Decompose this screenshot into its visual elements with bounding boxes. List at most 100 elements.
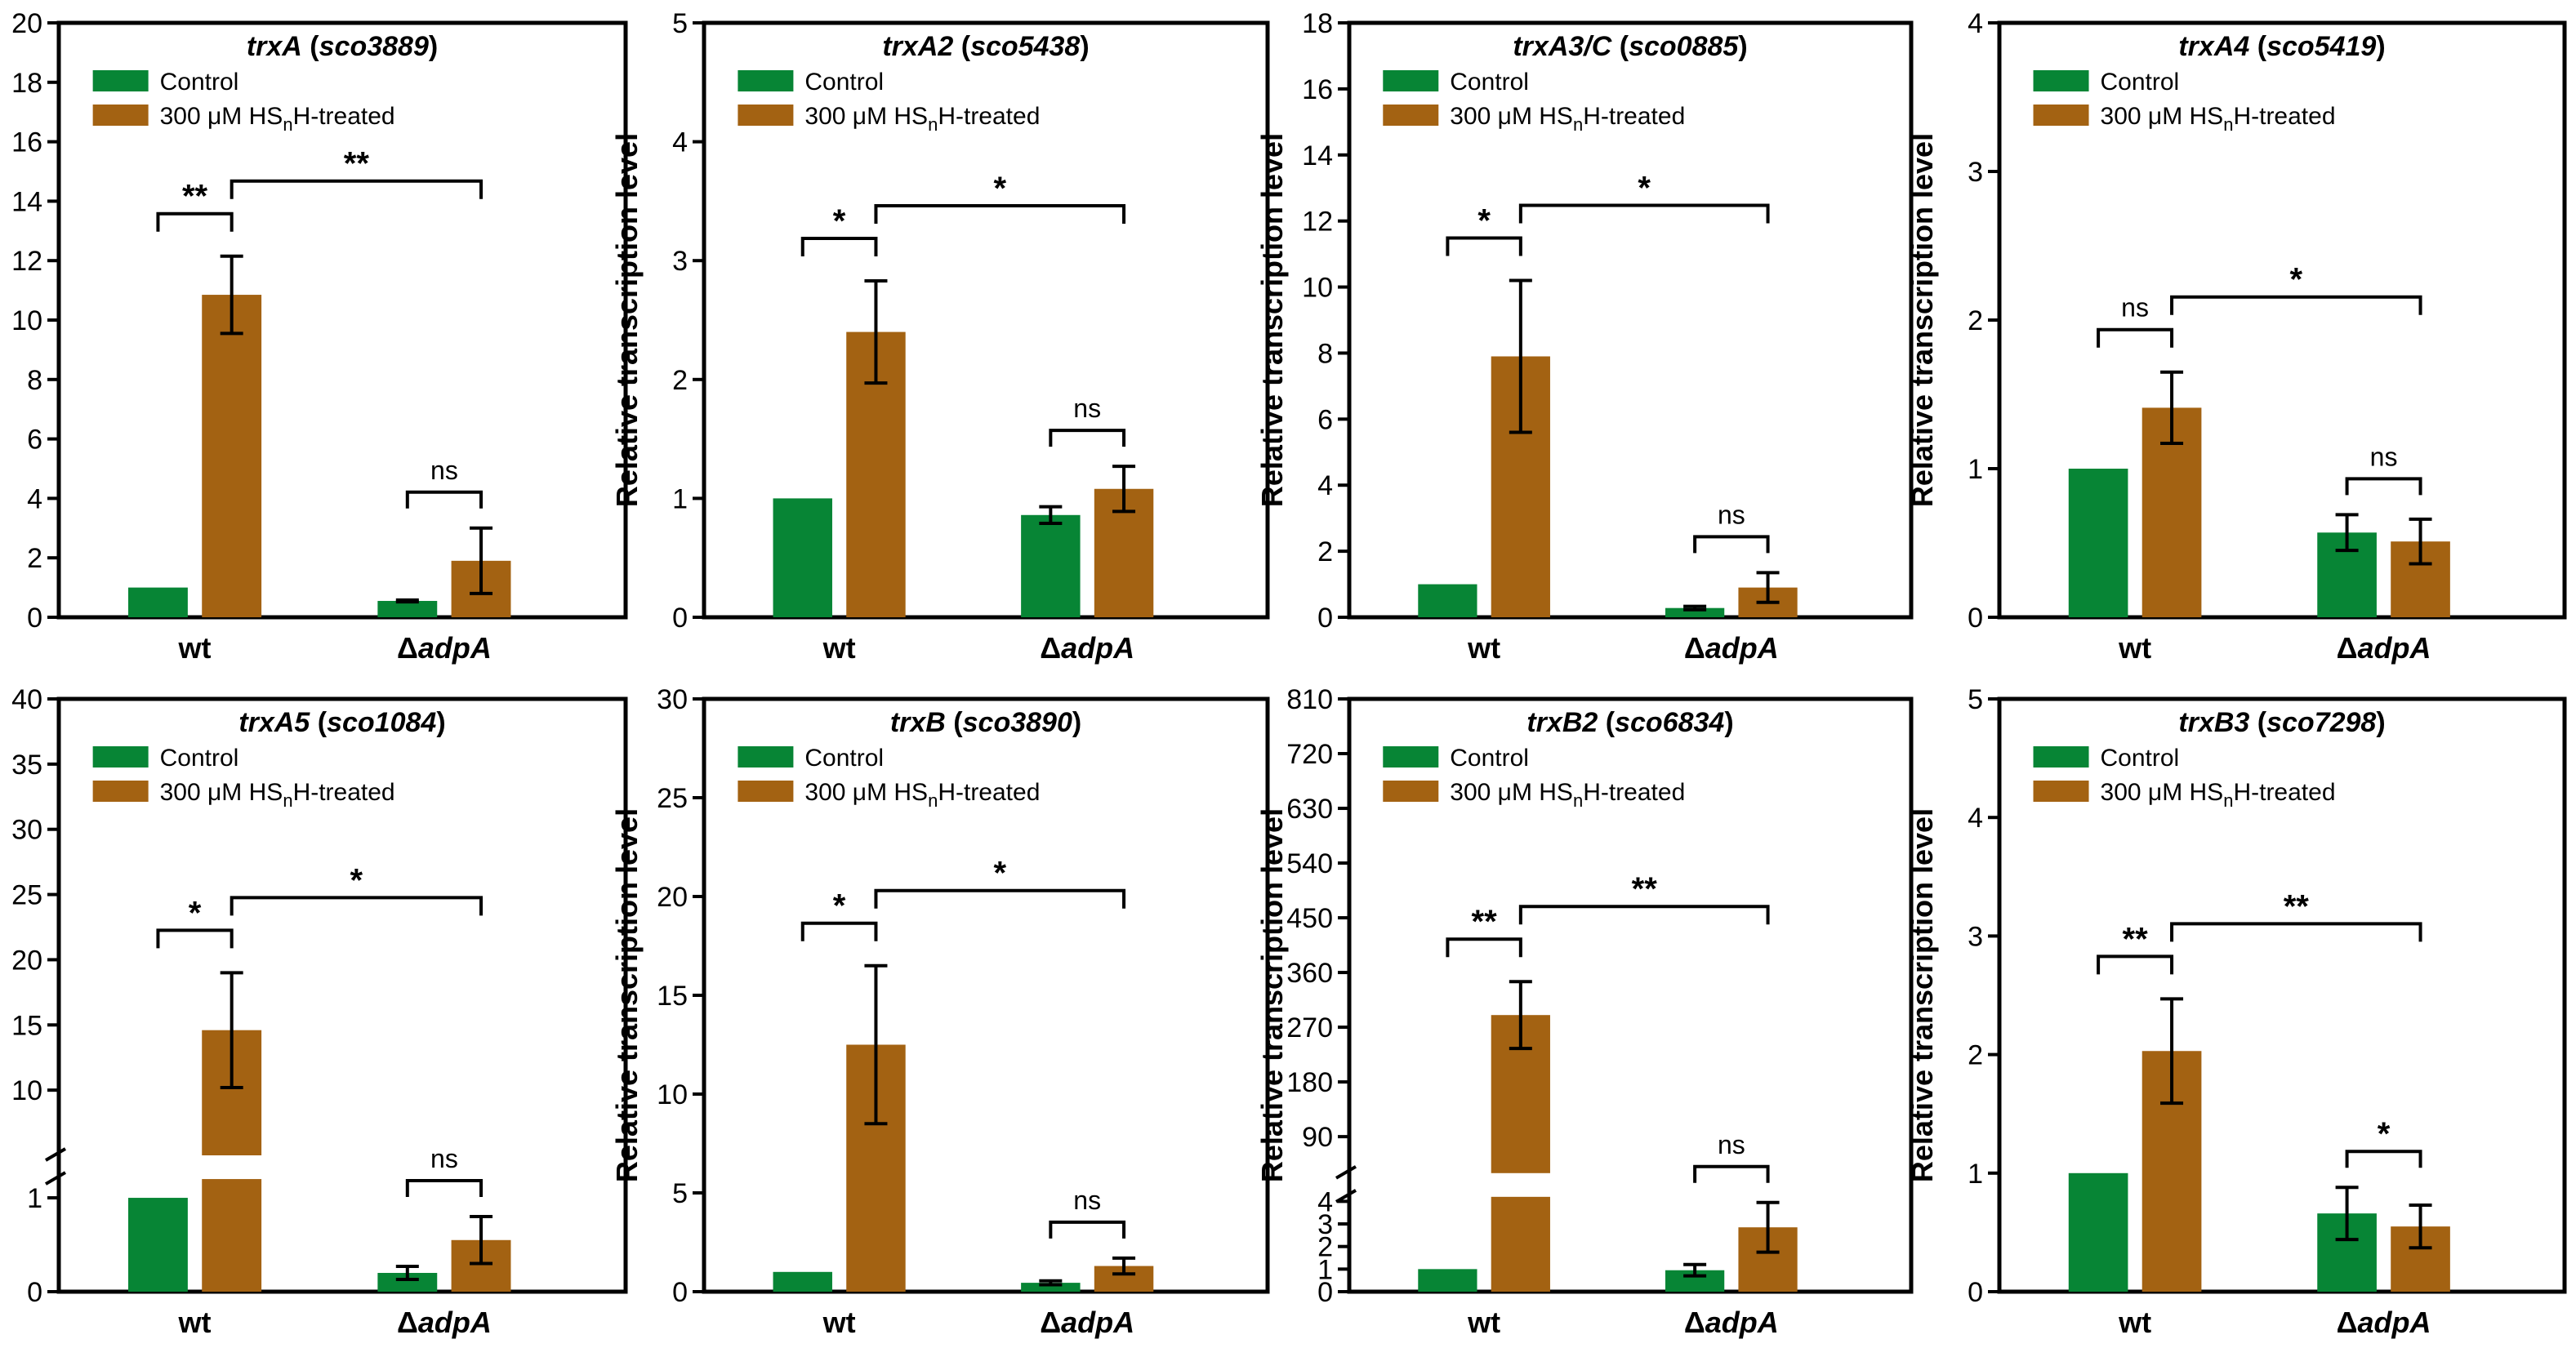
chart-title: trxB2 (sco6834) [1526, 707, 1733, 738]
title-paren-open: ( [2249, 31, 2266, 62]
sig-bracket-between-label: * [993, 171, 1006, 207]
title-id: sco5419 [2266, 31, 2376, 62]
title-paren-close: ) [436, 707, 445, 738]
legend-treated-prefix: 300 μM HS [804, 779, 928, 806]
legend-label-treated: 300 μM HSnH-treated [160, 779, 395, 811]
sig-bracket-wt-label: ** [1472, 904, 1498, 940]
legend-label-control: Control [2101, 745, 2180, 772]
sig-bracket-wt-label: ** [182, 179, 208, 215]
x-category-label: ΔadpA [1684, 1306, 1779, 1339]
y-tick-label: 16 [1302, 74, 1333, 105]
y-tick-label: 3 [1317, 1209, 1333, 1240]
y-tick-label: 0 [1968, 603, 1983, 634]
x-category-label: ΔadpA [1040, 1306, 1134, 1339]
chart-panel-5: 0110152025303540Relative transcription l… [11, 684, 628, 1339]
legend-treated-suffix: H-treated [2233, 103, 2335, 130]
x-category-label: wt [1467, 1306, 1500, 1339]
y-tick-label: 10 [11, 1075, 42, 1106]
legend-treated-suffix: H-treated [1583, 779, 1685, 806]
axis-break-mark [44, 1171, 67, 1186]
x-category-delta: Δ [2337, 631, 2358, 665]
y-tick-label: 2 [672, 365, 688, 396]
x-category-delta: Δ [2337, 1306, 2358, 1339]
title-gene: trxA5 [238, 707, 310, 738]
y-tick-label: 20 [11, 945, 42, 976]
x-category-label: wt [178, 631, 212, 665]
y-tick-label: 1 [672, 483, 688, 514]
y-tick-label: 1 [1968, 1159, 1983, 1190]
sig-bracket-between-label: ** [2284, 888, 2310, 924]
sig-bracket-adpa [1693, 1164, 1770, 1183]
y-tick-label: 0 [672, 603, 688, 634]
y-tick-label: 8 [27, 365, 42, 396]
y-tick-label: 25 [11, 880, 42, 911]
sig-bracket-wt [800, 236, 878, 256]
legend-swatch-treated [738, 781, 794, 802]
sig-bracket-between [2170, 922, 2422, 942]
title-id: sco1084 [327, 707, 436, 738]
x-category-label: wt [178, 1306, 212, 1339]
y-tick-label: 5 [1968, 684, 1983, 715]
sig-bracket-between-label: * [1638, 170, 1651, 206]
sig-bracket-between-label: ** [344, 146, 370, 182]
y-axis-label: Relative transcription level [1905, 133, 1939, 507]
bar [2068, 469, 2128, 617]
y-tick-label: 1 [1968, 454, 1983, 485]
y-tick-label: 90 [1302, 1122, 1333, 1153]
sig-bracket-between [230, 179, 484, 199]
y-tick-label: 6 [1317, 404, 1333, 435]
legend-label-treated: 300 μM HSnH-treated [2101, 779, 2336, 811]
title-id: sco0885 [1629, 31, 1739, 62]
bar [128, 1198, 188, 1292]
chart-title: trxA (sco3889) [247, 31, 438, 62]
x-category-italic: adpA [1061, 631, 1134, 665]
legend-swatch-control [2033, 746, 2089, 767]
sig-bracket-wt-label: ns [2121, 293, 2149, 323]
x-category-label: ΔadpA [2337, 631, 2431, 665]
legend-swatch-control [738, 70, 794, 91]
legend-label-control: Control [1450, 745, 1529, 772]
y-tick-label: 12 [1302, 207, 1333, 238]
title-paren-close: ) [2376, 707, 2385, 738]
sig-bracket-adpa-label: ns [430, 456, 458, 485]
legend-treated-prefix: 300 μM HS [804, 103, 928, 130]
axes-frame [1997, 696, 2567, 1294]
x-category-italic: adpA [2357, 1306, 2431, 1339]
x-category-label: ΔadpA [2337, 1306, 2431, 1339]
bar [202, 1179, 262, 1292]
y-tick-label: 5 [672, 1178, 688, 1209]
legend-treated-sub: n [928, 114, 938, 135]
sig-bracket-wt-label: * [189, 895, 202, 931]
axes-frame [702, 20, 1270, 620]
sig-bracket-adpa [405, 1179, 484, 1198]
y-tick-label: 0 [1317, 1277, 1333, 1308]
y-tick-label: 15 [657, 981, 688, 1012]
axes-frame [1347, 20, 1914, 620]
chart-panel-1: 02468101214161820Relative transcription … [11, 8, 628, 665]
sig-bracket-adpa [1049, 429, 1126, 447]
sig-bracket-adpa-label: ns [1718, 1130, 1745, 1159]
legend-treated-prefix: 300 μM HS [2101, 103, 2224, 130]
y-tick-label: 450 [1286, 903, 1333, 934]
y-tick-label: 0 [27, 603, 42, 634]
y-tick-label: 10 [11, 305, 42, 336]
legend-treated-sub: n [1573, 114, 1583, 135]
bar [2068, 1172, 2128, 1292]
title-paren-close: ) [429, 31, 438, 62]
sig-bracket-between-label: * [350, 862, 363, 898]
legend-swatch-control [1383, 70, 1439, 91]
y-tick-label: 4 [1968, 803, 1983, 834]
y-tick-label: 0 [672, 1277, 688, 1308]
sig-bracket-adpa-label: ns [1073, 394, 1101, 423]
bar [202, 295, 262, 617]
y-tick-label: 4 [672, 127, 688, 158]
x-category-label: wt [2118, 631, 2151, 665]
title-paren-open: ( [1611, 31, 1629, 62]
y-tick-label: 14 [1302, 140, 1333, 171]
sig-bracket-adpa [1049, 1220, 1126, 1239]
axis-break-mark [1335, 1189, 1357, 1204]
sig-bracket-wt [800, 921, 878, 941]
y-tick-label: 25 [657, 783, 688, 814]
sig-bracket-adpa [405, 490, 484, 509]
legend-swatch-control [92, 70, 149, 91]
